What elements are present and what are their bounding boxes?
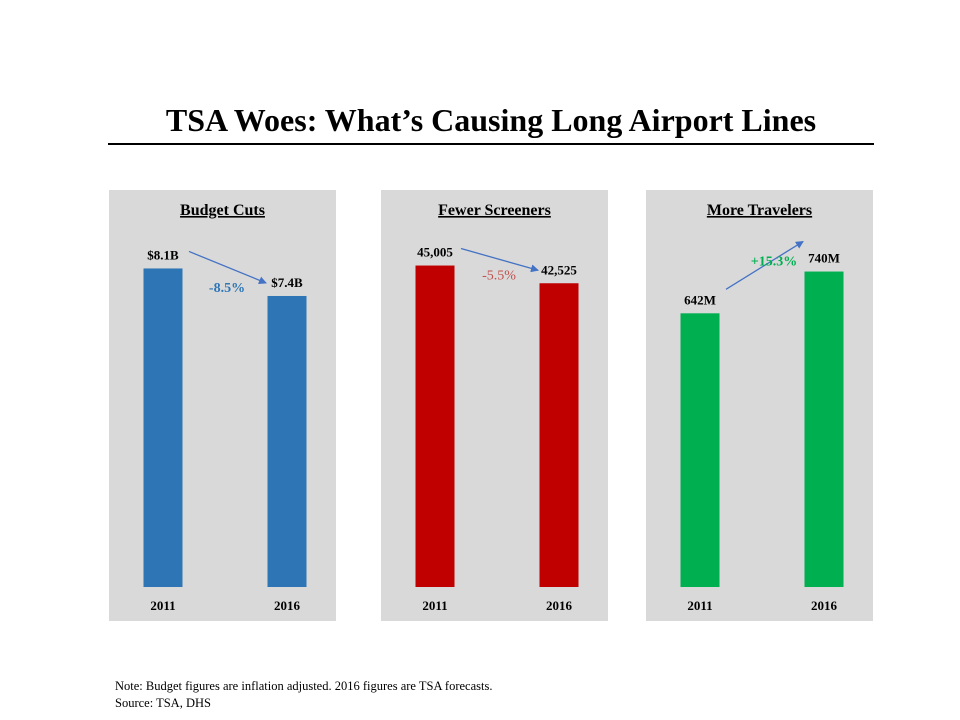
more-travelers-category-label-2011: 2011	[687, 598, 712, 613]
budget-cuts-value-label-2011: $8.1B	[147, 247, 179, 262]
fewer-screeners-panel: Fewer Screeners 45,005 2011 42,525 2016 -5.5%	[381, 190, 608, 621]
budget-cuts-category-label-2016: 2016	[274, 598, 301, 613]
more-travelers-panel: More Travelers 642M 2011 740M 2016 +15.3%	[646, 190, 873, 621]
more-travelers-title: More Travelers	[707, 202, 812, 219]
budget-cuts-change-label: -8.5%	[209, 281, 245, 296]
title-underline	[108, 143, 874, 145]
more-travelers-change-label: +15.3%	[751, 255, 797, 270]
fewer-screeners-value-label-2011: 45,005	[417, 245, 453, 260]
budget-cuts-chart: Budget Cuts $8.1B 2011 $7.4B 2016 -8.5%	[143, 202, 307, 613]
source-text: Source: TSA, DHS	[115, 696, 211, 710]
fewer-screeners-chart: Fewer Screeners 45,005 2011 42,525 2016 -5.5%	[415, 202, 579, 613]
budget-cuts-bar-2011	[143, 268, 183, 587]
fewer-screeners-category-label-2016: 2016	[546, 598, 573, 613]
budget-cuts-trend-arrow	[188, 250, 267, 285]
fewer-screeners-change-label: -5.5%	[482, 268, 516, 283]
more-travelers-value-label-2011: 642M	[684, 292, 716, 307]
page-title: TSA Woes: What’s Causing Long Airport Li…	[165, 102, 817, 138]
fewer-screeners-bar-2011	[415, 265, 455, 587]
more-travelers-bar-2016	[804, 271, 844, 587]
fewer-screeners-value-label-2016: 42,525	[541, 262, 577, 277]
budget-cuts-bar-2016	[267, 295, 307, 587]
budget-cuts-panel: Budget Cuts $8.1B 2011 $7.4B 2016 -8.5%	[109, 190, 336, 621]
fewer-screeners-bar-2016	[539, 283, 579, 587]
footnote: Note: Budget figures are inflation adjus…	[115, 678, 492, 712]
fewer-screeners-title: Fewer Screeners	[438, 202, 551, 219]
more-travelers-bar-2011	[680, 313, 720, 587]
more-travelers-category-label-2016: 2016	[811, 598, 838, 613]
budget-cuts-title: Budget Cuts	[180, 202, 265, 219]
budget-cuts-value-label-2016: $7.4B	[271, 275, 303, 290]
note-text: Note: Budget figures are inflation adjus…	[115, 679, 493, 693]
fewer-screeners-category-label-2011: 2011	[422, 598, 447, 613]
budget-cuts-category-label-2011: 2011	[150, 598, 175, 613]
fewer-screeners-trend-arrow	[460, 247, 539, 273]
more-travelers-value-label-2016: 740M	[808, 251, 840, 266]
more-travelers-trend-arrow	[725, 240, 804, 290]
more-travelers-chart: More Travelers 642M 2011 740M 2016 +15.3%	[680, 202, 844, 613]
